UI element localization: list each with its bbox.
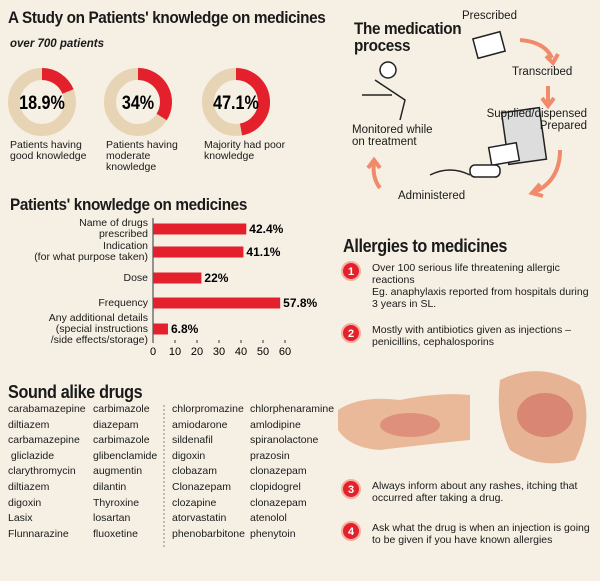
drug-name: digoxin [8, 496, 42, 509]
drug-name: diazepam [93, 418, 139, 431]
drug-name: clozapine [172, 496, 217, 509]
drug-name: atorvastatin [172, 512, 227, 525]
donut-category: Patients having moderate knowledge [106, 139, 178, 173]
process-icons [362, 30, 548, 178]
number-badge [341, 323, 361, 343]
x-tick-label: 40 [235, 346, 247, 358]
donut-subtitle: over 700 patients [10, 38, 104, 50]
drug-name: chlorphenaramine [250, 403, 335, 415]
allergy-text: Always inform about any rashes, itching … [372, 480, 578, 504]
bar-value-label: 57.8% [283, 296, 317, 310]
drug-name: diltiazem [8, 481, 50, 493]
process-step: Monitored while on treatment [352, 124, 433, 148]
x-tick-label: 50 [257, 346, 269, 358]
drug-name: carbimazole [93, 434, 150, 447]
drug-name: carbimazole [93, 403, 150, 415]
drug-name: chlorpromazine [172, 403, 244, 415]
bar [153, 223, 247, 235]
x-tick-label: 20 [191, 346, 203, 358]
donut-title: A Study on Patients' knowledge on medici… [8, 8, 326, 27]
process-title: The medication process [354, 19, 462, 55]
drug-name: gliclazide [8, 449, 55, 462]
drug-name: Clonazepam [172, 481, 231, 493]
allergy-text: Ask what the drug is when an injection i… [372, 522, 590, 546]
number-badge-label: 2 [348, 328, 354, 340]
drug-name: clobazam [172, 465, 217, 478]
process-step: Transcribed [512, 66, 573, 78]
number-badge [341, 261, 361, 281]
drug-name: carbamazepine [8, 434, 80, 447]
bar-category: Name of drugs prescribed [79, 217, 148, 240]
number-badge-label: 3 [348, 484, 354, 496]
process-arrows [366, 38, 562, 198]
drug-name: clopidogrel [250, 481, 301, 493]
number-badge [341, 479, 361, 499]
drug-name: phenobarbitone [172, 527, 245, 540]
drug-name: atenolol [250, 512, 287, 525]
process-step: Prescribed [462, 10, 517, 22]
drug-name: Thyroxine [93, 496, 140, 509]
process-step: Supplied/dispensed Prepared [486, 108, 587, 132]
donut-arc [41, 68, 74, 95]
allergy-text: Over 100 serious life threatening allerg… [372, 262, 589, 310]
bar-category: Frequency [98, 296, 148, 309]
number-badge-label: 1 [348, 266, 354, 278]
bar [153, 272, 202, 284]
drug-name: carabamazepine [8, 403, 86, 415]
bar-value-label: 6.8% [171, 322, 199, 336]
donut-category: Patients having good knowledge [10, 139, 87, 162]
x-tick-label: 0 [150, 346, 156, 358]
drug-name: augmentin [93, 465, 143, 478]
x-tick-label: 30 [213, 346, 225, 358]
sound-alike-title: Sound alike drugs [8, 382, 143, 402]
bar-value-label: 22% [204, 271, 228, 285]
bar [153, 323, 168, 335]
drug-name: clonazepam [250, 465, 307, 478]
bar-value-label: 41.1% [246, 245, 280, 259]
drug-name: sildenafil [172, 434, 213, 447]
donut-arc [137, 68, 172, 121]
number-badge-label: 4 [348, 526, 355, 538]
bar [153, 246, 244, 258]
drug-name: phenytoin [250, 527, 296, 540]
drug-name: dilantin [93, 481, 127, 493]
process-step: Administered [398, 190, 466, 202]
bar-value-label: 42.4% [249, 222, 283, 236]
drug-name: losartan [93, 512, 131, 525]
drug-name: Lasix [8, 512, 33, 525]
drug-name: glibenclamide [93, 449, 158, 462]
x-tick-label: 10 [169, 346, 181, 358]
donut-arc [235, 68, 270, 136]
drug-name: diltiazem [8, 418, 50, 431]
bar-title: Patients' knowledge on medicines [10, 195, 247, 214]
donut-value-label: 34% [122, 92, 155, 114]
drug-name: fluoxetine [93, 527, 138, 540]
bar [153, 297, 281, 309]
allergies-title: Allergies to medicines [343, 236, 508, 256]
donut-value-label: 47.1% [213, 92, 259, 114]
drug-name: Flunnarazine [8, 527, 69, 540]
bar-category: Indication (for what purpose taken) [34, 240, 148, 263]
x-tick-label: 60 [279, 346, 291, 358]
number-badge [341, 521, 361, 541]
bar-category: Dose [123, 271, 148, 284]
drug-name: amlodipine [250, 418, 301, 431]
drug-name: digoxin [172, 449, 206, 462]
donut-category: Majority had poor knowledge [204, 139, 286, 162]
donut-value-label: 18.9% [19, 92, 65, 114]
drug-name: clarythromycin [8, 465, 76, 478]
drug-name: clonazepam [250, 496, 307, 509]
drug-name: spiranolactone [250, 434, 319, 447]
allergy-text: Mostly with antibiotics given as injecti… [372, 324, 572, 348]
drug-name: amiodarone [172, 418, 228, 431]
allergy-photos [338, 371, 587, 464]
drug-name: prazosin [250, 449, 290, 462]
bar-category: Any additional details (special instruct… [48, 311, 148, 346]
